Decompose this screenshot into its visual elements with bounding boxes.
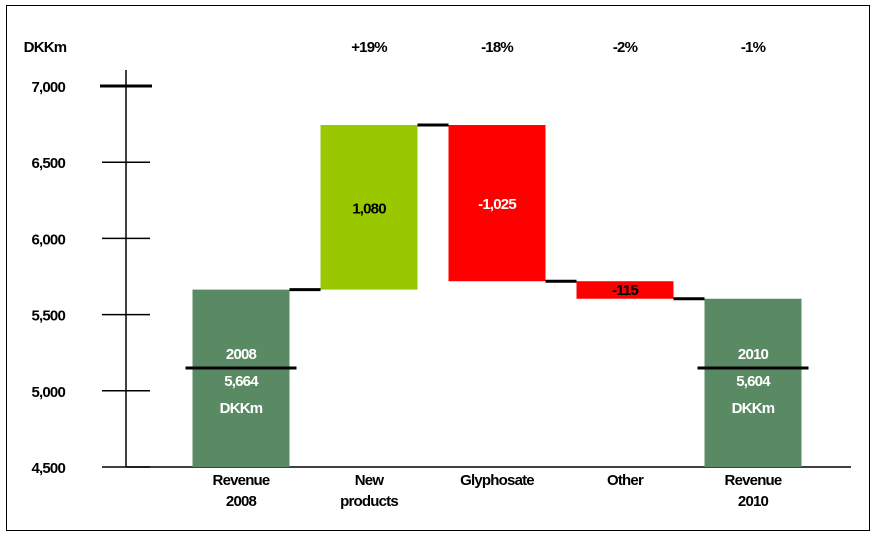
bar-data-label: 2008 <box>226 346 257 363</box>
x-category-label: 2010 <box>738 493 769 510</box>
y-tick-label: 5,000 <box>31 384 65 401</box>
x-category-label: Other <box>607 472 644 489</box>
x-category-label: Glyphosate <box>460 472 534 489</box>
y-tick-label: 6,000 <box>31 231 65 248</box>
bar-0 <box>192 289 290 467</box>
x-category-label: products <box>340 493 398 510</box>
bar-data-label: DKKm <box>732 400 775 417</box>
bar-1 <box>320 125 418 290</box>
percent-change-label: -1% <box>741 39 766 56</box>
waterfall-chart: DKKm 4,500 5,000 5,500 6,000 6,500 7,000 2008 5,… <box>24 39 851 510</box>
y-tick-label: 6,500 <box>31 155 65 172</box>
bar-data-label: -1,025 <box>478 196 516 213</box>
bar-data-label: -115 <box>612 282 638 299</box>
percent-change-label: -2% <box>613 39 638 56</box>
x-category-label: Revenue <box>725 472 782 489</box>
x-category-label: 2008 <box>226 493 257 510</box>
bar-data-label: 2010 <box>738 346 769 363</box>
chart-frame: DKKm 4,500 5,000 5,500 6,000 6,500 7,000 2008 5,… <box>6 5 870 531</box>
x-category-label: Revenue <box>213 472 270 489</box>
y-tick-label: 4,500 <box>31 460 65 477</box>
bar-data-label: 1,080 <box>352 200 386 217</box>
bar-3 <box>576 281 674 299</box>
bar-data-label: DKKm <box>220 400 263 417</box>
percent-change-label: -18% <box>481 39 513 56</box>
y-tick-label: 5,500 <box>31 308 65 325</box>
y-axis-unit-label: DKKm <box>24 39 67 56</box>
y-tick-label: 7,000 <box>31 79 65 96</box>
bar-data-label: 5,664 <box>224 373 259 390</box>
bar-data-label: 5,604 <box>736 373 771 390</box>
percent-change-label: +19% <box>351 39 387 56</box>
bar-2 <box>448 125 546 282</box>
bar-4 <box>704 298 802 467</box>
x-category-label: New <box>355 472 385 489</box>
